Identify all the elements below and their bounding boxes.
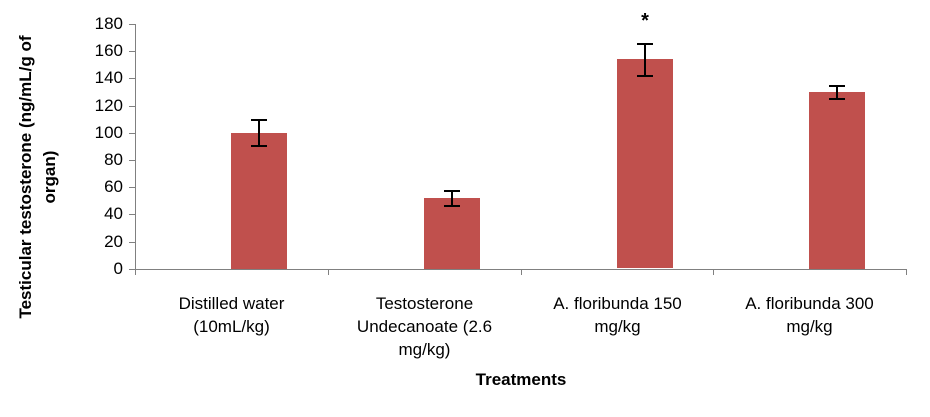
y-axis-tick-label: 160: [94, 41, 123, 60]
error-bar-line: [836, 85, 838, 99]
y-axis-tick: [129, 106, 135, 107]
y-axis-tick-label: 60: [104, 177, 123, 196]
x-axis-category-label: Distilled water (10mL/kg): [178, 294, 285, 336]
x-axis-tick: [328, 269, 329, 275]
x-axis-category-label: A. floribunda 300 mg/kg: [745, 294, 874, 336]
y-axis-tick: [129, 187, 135, 188]
error-bar-cap-top: [637, 43, 653, 45]
y-axis-tick-label: 180: [94, 14, 123, 33]
y-axis-line: [135, 24, 136, 270]
y-axis-tick-label: 100: [94, 123, 123, 142]
x-axis-tick: [906, 269, 907, 275]
y-axis-tick: [129, 51, 135, 52]
significance-marker: *: [641, 10, 649, 32]
bar: [809, 92, 865, 269]
error-bar-cap-top: [829, 85, 845, 87]
x-axis-tick: [713, 269, 714, 275]
y-axis-tick-label: 80: [104, 150, 123, 169]
bar: [617, 59, 673, 268]
y-axis-tick-label: 40: [104, 204, 123, 223]
y-axis-tick: [129, 78, 135, 79]
x-axis-tick: [521, 269, 522, 275]
y-axis-tick: [129, 24, 135, 25]
error-bar-cap-bottom: [637, 75, 653, 77]
error-bar-cap-top: [444, 190, 460, 192]
y-axis-tick: [129, 214, 135, 215]
y-axis-tick-label: 120: [94, 96, 123, 115]
error-bar-cap-bottom: [829, 98, 845, 100]
error-bar-cap-bottom: [444, 205, 460, 207]
x-axis-tick: [135, 269, 136, 275]
y-axis-tick: [129, 133, 135, 134]
y-axis-title: Testicular testosterone (ng/mL/g of orga…: [16, 35, 59, 319]
error-bar-line: [644, 43, 646, 76]
y-axis-tick-label: 20: [104, 232, 123, 251]
y-axis-tick-label: 140: [94, 68, 123, 87]
y-axis-tick: [129, 160, 135, 161]
error-bar-cap-bottom: [251, 145, 267, 147]
y-axis-tick-label: 0: [113, 259, 123, 278]
x-axis-category-label: A. floribunda 150 mg/kg: [553, 294, 682, 336]
y-axis-tick: [129, 242, 135, 243]
bar: [231, 133, 287, 269]
error-bar-cap-top: [251, 119, 267, 121]
error-bar-line: [258, 119, 260, 146]
bar: [424, 198, 480, 269]
error-bar-line: [451, 190, 453, 206]
x-axis-category-label: Testosterone Undecanoate (2.6 mg/kg): [356, 294, 493, 359]
x-axis-title: Treatments: [475, 370, 567, 389]
y-axis-tick: [129, 269, 135, 270]
